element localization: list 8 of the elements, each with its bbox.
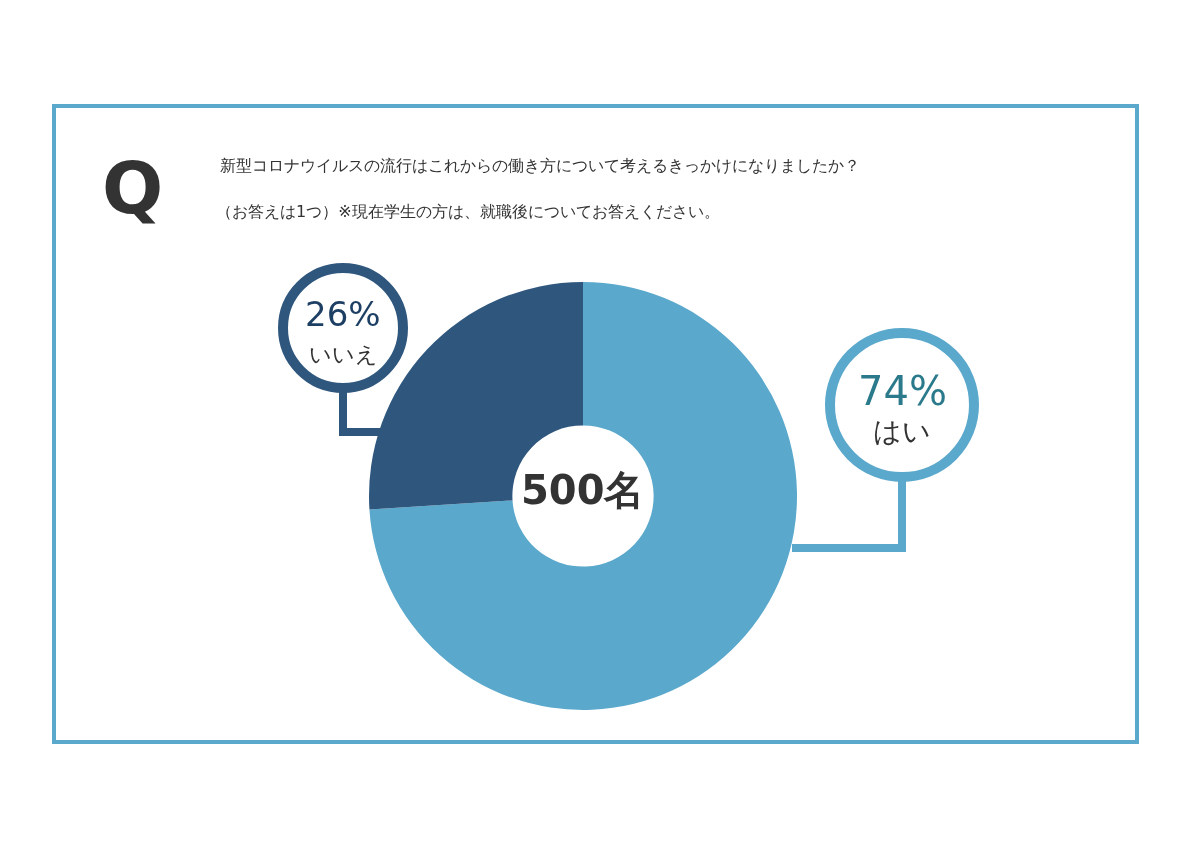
text: Q [102,146,164,230]
chart-title: 新型コロナウイルスの流行はこれからの働き方について考えるきっかけになりましたか？ [220,156,860,176]
slice-label: いいえ [309,342,378,367]
slice-label: はい [873,415,931,448]
text: 500名 [521,467,645,513]
data-label: 74% [858,368,947,414]
data-label: 26% [305,294,381,334]
chart-subtitle: （お答えは1つ）※現在学生の方は、就職後についてお答えください。 [216,202,720,221]
